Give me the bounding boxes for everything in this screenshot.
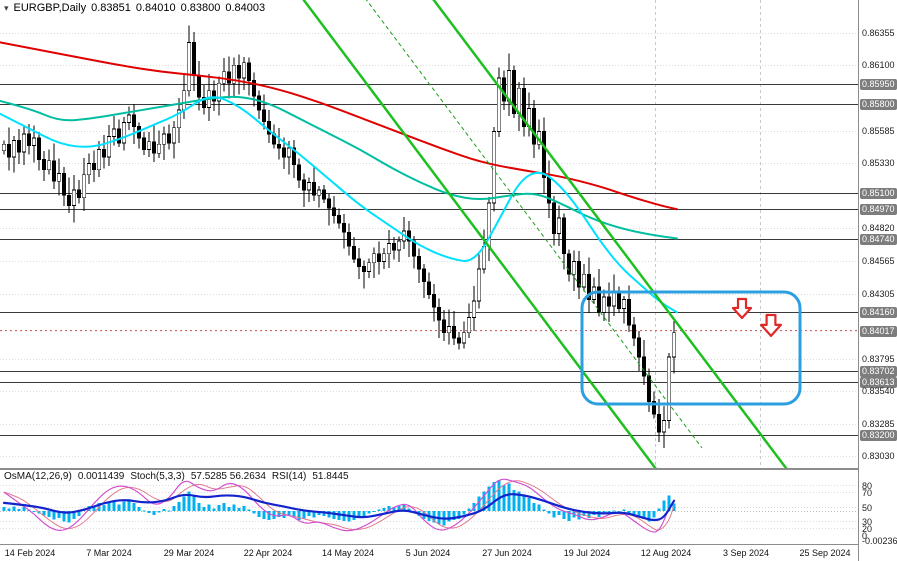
- down-arrow-icon: [760, 313, 782, 337]
- rsi-line: [2, 493, 676, 522]
- channel-median-line: [365, 0, 703, 449]
- down-arrow-icon: [731, 297, 753, 320]
- time-axis-label: 7 Mar 2024: [86, 548, 132, 558]
- symbol-label: EURGBP,Daily: [13, 2, 87, 14]
- indicator-axis-label: 0: [862, 531, 868, 541]
- price-level-badge: 0.84970: [860, 204, 897, 216]
- stoch-name: Stoch(5,3,3): [130, 471, 185, 482]
- indicator-axis-label: 30: [862, 517, 873, 527]
- price-axis-label: 0.84820: [862, 223, 895, 234]
- candlestick-series: [1, 25, 677, 448]
- price-axis-label: 0.86355: [862, 27, 895, 38]
- indicator-axis-label: 20: [862, 524, 873, 534]
- stoch-value: 57.5285 56.2634: [190, 471, 266, 482]
- pane-separator[interactable]: [0, 468, 858, 470]
- price-axis-label: 0.85330: [862, 158, 895, 169]
- rsi-value: 51.8445: [312, 471, 349, 482]
- close-value: 0.84003: [225, 2, 266, 14]
- open-value: 0.83851: [91, 2, 131, 14]
- stoch-signal-line: [3, 480, 675, 531]
- time-axis-label: 22 Apr 2024: [243, 548, 293, 558]
- symbol-dropdown-icon[interactable]: ▾: [4, 3, 9, 13]
- price-axis-label: 0.83030: [862, 451, 895, 462]
- level-lines: [0, 84, 858, 436]
- chart-plot-area: ▾ EURGBP,Daily 0.83851 0.84010 0.83800 0.8400…: [0, 0, 858, 561]
- current-price-badge: 0.84017: [860, 325, 897, 337]
- symbol-ohlc-bar: ▾ EURGBP,Daily 0.83851 0.84010 0.83800 0.8400…: [4, 2, 270, 14]
- price-axis-label: 0.83540: [862, 386, 895, 397]
- time-axis-label: 14 May 2024: [321, 548, 375, 558]
- price-level-badge: 0.83613: [860, 377, 897, 389]
- ma-teal-line: [0, 95, 678, 240]
- osma-name: OsMA(12,26,9): [4, 471, 72, 482]
- time-axis-label: 27 Jun 2024: [482, 548, 532, 558]
- time-axis-label: 5 Jun 2024: [405, 548, 451, 558]
- time-axis[interactable]: 14 Feb 2024 7 Mar 2024 29 Mar 2024 22 Apr 2…: [0, 544, 858, 561]
- indicator-axis-label: 50: [862, 503, 873, 513]
- price-axis-label: 0.84305: [862, 288, 895, 299]
- indicator-axis-label: 80: [862, 481, 873, 491]
- price-axis-label: 0.86100: [862, 60, 895, 71]
- price-level-badge: 0.83702: [860, 365, 897, 377]
- time-axis-label: 3 Sep 2024: [722, 548, 770, 558]
- price-axis[interactable]: 0.86355 0.86100 0.85950 0.85800 0.85585 0.853…: [858, 0, 897, 561]
- rsi-name: RSI(14): [271, 471, 307, 482]
- price-level-badge: 0.85950: [860, 79, 897, 91]
- time-axis-label: 25 Sep 2024: [799, 548, 851, 558]
- low-value: 0.83800: [180, 2, 221, 14]
- price-level-badge: 0.84160: [860, 307, 897, 319]
- trend-channel-line: [432, 0, 788, 468]
- high-value: 0.84010: [135, 2, 176, 14]
- time-axis-label: 19 Jul 2024: [563, 548, 611, 558]
- main-chart-canvas[interactable]: [0, 0, 858, 468]
- price-axis-label: 0.83285: [862, 418, 895, 429]
- price-axis-label: 0.85585: [862, 125, 895, 136]
- ma-cyan-line: [0, 96, 678, 314]
- price-level-badge: 0.85100: [860, 187, 897, 199]
- osma-value: 0.0011439: [77, 471, 125, 482]
- price-grid: [0, 0, 858, 468]
- indicator-subwindow-canvas[interactable]: [0, 470, 858, 544]
- indicator-label-bar: OsMA(12,26,9) 0.0011439 Stoch(5,3,3) 57.528…: [4, 471, 355, 482]
- time-axis-label: 14 Feb 2024: [4, 548, 56, 558]
- time-axis-label: 12 Aug 2024: [640, 548, 692, 558]
- price-axis-label: 0.84565: [862, 255, 895, 266]
- time-axis-label: 29 Mar 2024: [163, 548, 215, 558]
- ma-red-line: [0, 41, 678, 211]
- indicator-axis-label: -0.00236: [862, 536, 897, 546]
- annotation-box: [580, 290, 802, 406]
- price-level-badge: 0.83200: [860, 429, 897, 441]
- price-level-badge: 0.84740: [860, 233, 897, 245]
- stoch-main-line: [3, 478, 675, 533]
- price-level-badge: 0.85800: [860, 98, 897, 110]
- price-axis-label: 0.83795: [862, 353, 895, 364]
- indicator-axis-label: 70: [862, 488, 873, 498]
